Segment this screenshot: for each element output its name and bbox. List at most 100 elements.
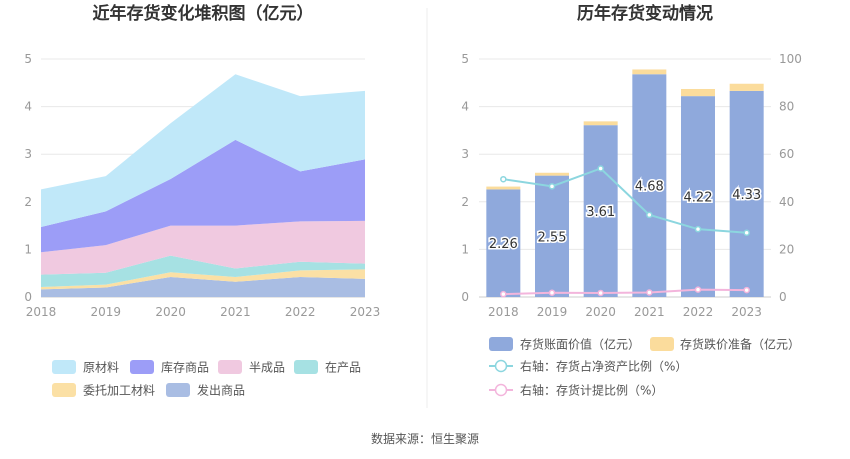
line-point bbox=[743, 229, 750, 236]
x-tick-label: 2021 bbox=[220, 305, 251, 319]
y-tick-label: 3 bbox=[24, 147, 32, 161]
line-series-1 bbox=[503, 288, 747, 296]
y-tick-label: 2 bbox=[461, 195, 469, 209]
x-tick-label: 2021 bbox=[634, 305, 665, 319]
y2-tick-label: 60 bbox=[779, 147, 794, 161]
y2-tick-label: 20 bbox=[779, 242, 794, 256]
x-tick-label: 2019 bbox=[91, 305, 122, 319]
bar-impairment-reserve bbox=[729, 83, 764, 91]
y-tick-label: 4 bbox=[24, 100, 32, 114]
right-chart-grid bbox=[479, 58, 771, 298]
legend-label: 库存商品 bbox=[161, 360, 209, 375]
x-tick-label: 2023 bbox=[731, 305, 762, 319]
bar-book-value bbox=[486, 189, 521, 297]
y2-tick-label: 80 bbox=[779, 100, 794, 114]
legend-label: 存货账面价值（亿元） bbox=[520, 337, 640, 352]
bar-data-label: 4.33 bbox=[732, 188, 761, 203]
area-series-发出商品 bbox=[41, 277, 365, 297]
legend-swatch bbox=[130, 360, 154, 374]
legend-swatch bbox=[52, 360, 76, 374]
legend-label: 在产品 bbox=[325, 361, 361, 375]
x-tick-label: 2023 bbox=[350, 305, 381, 319]
bar-data-label: 4.68 bbox=[635, 180, 664, 195]
line-series-0 bbox=[503, 167, 747, 234]
x-tick-label: 2018 bbox=[488, 305, 519, 319]
bar-impairment-reserve bbox=[535, 172, 569, 176]
left-chart-title: 近年存货变化堆积图（亿元） bbox=[93, 3, 314, 24]
x-tick-label: 2020 bbox=[585, 305, 616, 319]
y2-tick-label: 0 bbox=[779, 290, 787, 304]
y-tick-label: 2 bbox=[24, 195, 32, 209]
legend-swatch bbox=[52, 383, 76, 397]
line-point bbox=[548, 183, 556, 190]
legend-swatch bbox=[166, 383, 190, 397]
line-point bbox=[694, 225, 702, 233]
legend-label: 右轴：存货占净资产比例（%） bbox=[520, 359, 687, 374]
bar-book-value bbox=[681, 96, 715, 298]
y2-tick-label: 100 bbox=[779, 52, 802, 66]
bar-book-value bbox=[583, 125, 618, 297]
right-chart-legend: 存货账面价值（亿元） 存货跌价准备（亿元） 右轴：存货占净资产比例（%） 右轴：存货计… bbox=[489, 337, 800, 398]
y-tick-label: 0 bbox=[24, 290, 32, 304]
legend-swatch bbox=[489, 337, 513, 351]
line-point bbox=[743, 286, 750, 294]
legend-swatch bbox=[218, 360, 242, 374]
bar-book-value bbox=[729, 90, 764, 297]
line-point bbox=[694, 286, 702, 293]
bar-data-label: 2.26 bbox=[489, 237, 518, 252]
line-point bbox=[597, 165, 604, 172]
x-tick-label: 2022 bbox=[285, 305, 316, 319]
bar-impairment-reserve bbox=[632, 69, 667, 75]
legend-label: 原材料 bbox=[83, 361, 119, 375]
legend-label: 存货跌价准备（亿元） bbox=[680, 337, 800, 352]
y-tick-label: 3 bbox=[461, 147, 469, 161]
bar-book-value bbox=[535, 175, 569, 297]
line-point bbox=[646, 211, 653, 219]
bar-data-label: 2.55 bbox=[538, 230, 567, 245]
x-tick-label: 2018 bbox=[26, 305, 57, 319]
line-point bbox=[548, 289, 556, 296]
bar-impairment-reserve bbox=[583, 121, 618, 126]
y-tick-label: 5 bbox=[461, 52, 469, 66]
y-tick-label: 1 bbox=[461, 242, 469, 256]
legend-label: 右轴：存货计提比例（%） bbox=[520, 383, 663, 398]
y-tick-label: 0 bbox=[461, 290, 469, 304]
bar-data-label: 4.22 bbox=[684, 191, 713, 206]
area-series-库存商品 bbox=[41, 139, 365, 253]
legend-label: 发出商品 bbox=[197, 383, 245, 398]
y-tick-label: 5 bbox=[24, 52, 32, 66]
x-tick-label: 2019 bbox=[537, 305, 568, 319]
line-point bbox=[597, 289, 604, 297]
bar-data-label: 3.61 bbox=[586, 205, 615, 220]
y2-tick-label: 40 bbox=[779, 195, 794, 209]
legend-line-marker bbox=[494, 359, 508, 373]
right-chart-bars: 2.26 2.55 3.61 4.68 4.22 4.33 bbox=[486, 69, 764, 298]
y-tick-label: 4 bbox=[461, 100, 469, 114]
line-point bbox=[500, 290, 507, 298]
bar-impairment-reserve bbox=[486, 186, 521, 190]
legend-swatch bbox=[294, 360, 318, 374]
right-chart-lines bbox=[500, 165, 750, 298]
area-series-半成品 bbox=[41, 220, 365, 275]
left-chart-axis: 0 1 2 3 4 5 2018 2019 2020 2021 2022 2023 bbox=[24, 52, 380, 319]
bar-book-value bbox=[632, 74, 667, 298]
x-tick-label: 2022 bbox=[683, 305, 714, 319]
area-series-原材料 bbox=[41, 74, 365, 228]
y-tick-label: 1 bbox=[24, 242, 32, 256]
area-series-委托加工材料 bbox=[41, 269, 365, 290]
x-tick-label: 2020 bbox=[155, 305, 186, 319]
line-point bbox=[500, 175, 507, 183]
legend-line-marker bbox=[494, 383, 508, 397]
area-series-在产品 bbox=[41, 255, 365, 288]
legend-label: 委托加工材料 bbox=[83, 384, 155, 398]
right-chart-title: 历年存货变动情况 bbox=[577, 3, 713, 24]
bar-impairment-reserve bbox=[681, 88, 715, 97]
source-text: 数据来源：恒生聚源 bbox=[371, 431, 479, 446]
left-chart-areas bbox=[41, 74, 365, 297]
right-chart-axis: 0 1 2 3 4 5 0 20 40 60 80 100 2018 2019 2020 2021 2022 20… bbox=[461, 52, 802, 319]
line-point bbox=[646, 289, 653, 296]
legend-label: 半成品 bbox=[249, 361, 285, 375]
legend-swatch bbox=[650, 337, 674, 351]
